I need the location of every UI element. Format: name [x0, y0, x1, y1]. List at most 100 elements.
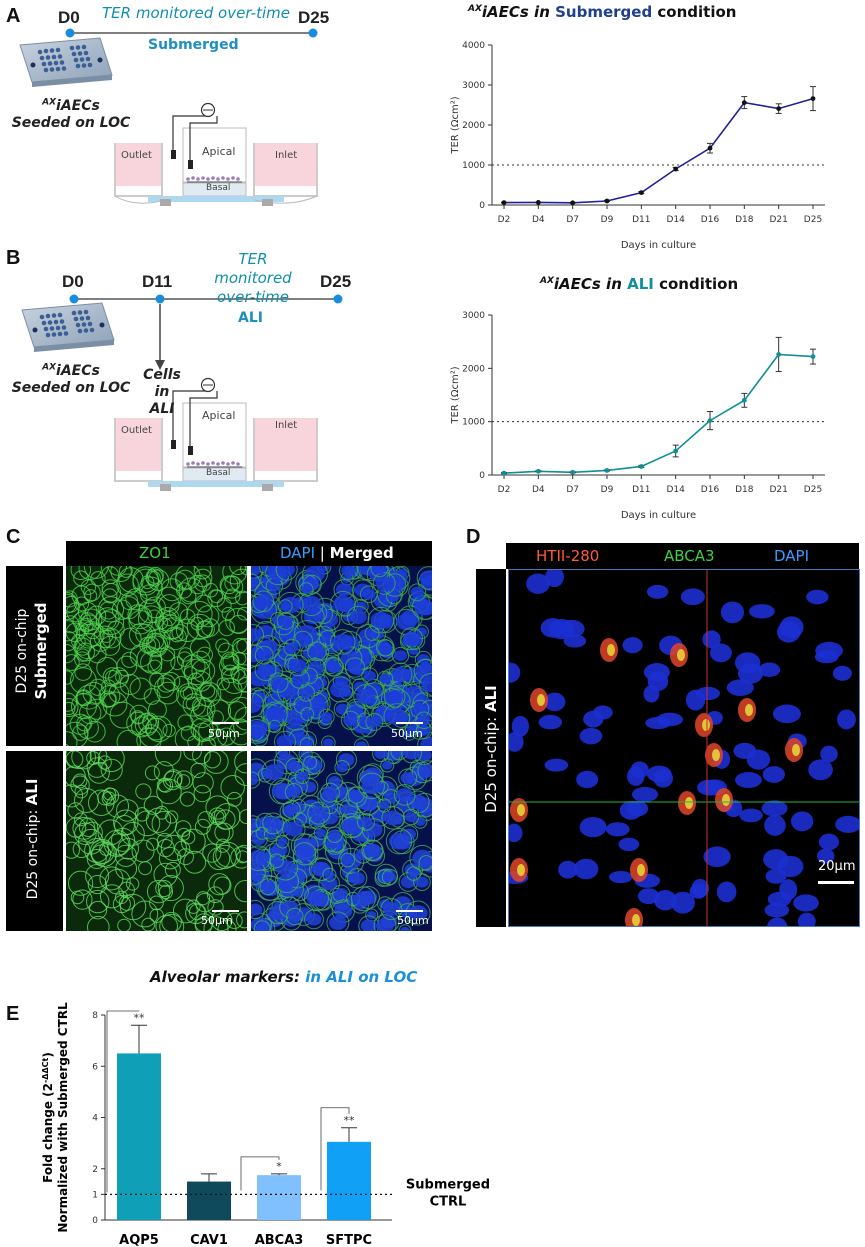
chart-a-point: [570, 200, 576, 206]
chart-a-ytick-label: 0: [479, 201, 485, 211]
chart-b-point: [810, 354, 816, 359]
chart-e-bar: [187, 1181, 231, 1220]
outlet-label: Outlet: [121, 150, 152, 161]
chart-b-point: [638, 464, 644, 469]
chart-b-point: [741, 397, 747, 403]
panel-d-side-header: D25 on-chip: ALI: [476, 569, 506, 927]
chart-a-point: [535, 200, 541, 205]
panel-c-header: ZO1 DAPI | Merged: [66, 541, 432, 566]
chart-e-ylabel-line1: Fold change (2-ΔΔCt): [41, 1052, 55, 1183]
scale-label-c3: 50µm: [201, 914, 233, 927]
chart-a-ter-submerged: 0 1000 2000 3000 4000 D2 D4 D7 D9 D11 D14 D16 D18 D21…: [450, 41, 825, 251]
chart-e-reference-label: CTRL: [430, 1194, 467, 1209]
chart-e-ytick-label: 0: [92, 1216, 98, 1226]
d0-label: D0: [58, 8, 80, 27]
chart-e-significance-bracket: [106, 1010, 140, 1193]
abca3-label: ABCA3: [664, 547, 715, 565]
chart-e-title-highlight: in ALI on LOC: [305, 968, 418, 986]
htii-abca3-dapi-image: [508, 569, 860, 927]
chart-a-xlabel: Days in culture: [621, 240, 696, 251]
scale-bar-c3: [212, 910, 239, 912]
scale-label-c1: 50µm: [208, 727, 240, 740]
htii-280-label: HTII-280: [536, 547, 600, 565]
chart-e-xtick-label: ABCA3: [255, 1233, 304, 1247]
chart-b-xtick-label: D16: [701, 485, 720, 495]
chart-e-title: Alveolar markers: in ALI on LOC: [150, 968, 418, 986]
scale-label-c4: 50µm: [397, 914, 429, 927]
chart-b-ter-ali: 0 1000 2000 3000 D2 D4 D7 D9 D11 D14 D16 D18 D21 D25 T…: [450, 311, 825, 521]
dapi-merged-label: DAPI | Merged: [280, 544, 394, 562]
chart-a-ytick-label: 4000: [462, 41, 485, 51]
chart-e-xtick-label: AQP5: [119, 1233, 159, 1247]
chart-e-ytick-label: 8: [92, 1011, 98, 1021]
panel-label-c: C: [6, 526, 21, 548]
panel-c-row2-header: D25 on-chip: ALI: [6, 751, 63, 931]
b-inlet-label: Inlet: [275, 420, 298, 431]
b-outlet-label: Outlet: [121, 425, 152, 436]
chart-a-xtick-label: D21: [769, 215, 787, 225]
panel-d-header: HTII-280 ABCA3 DAPI: [506, 543, 859, 569]
panel-label-e: E: [6, 1003, 20, 1025]
chart-a-point: [604, 198, 610, 204]
chart-a-xtick-label: D2: [498, 215, 511, 225]
chart-e-bar: [327, 1141, 371, 1220]
chip-cross-section-b: [114, 377, 318, 491]
merged-ali-image: [251, 751, 432, 931]
scale-bar-c2: [396, 722, 423, 724]
b-cells-ali-label: Cells in ALI: [143, 367, 181, 417]
condition-label: Submerged: [148, 37, 239, 53]
chart-a-xtick-label: D11: [632, 215, 650, 225]
chart-b-ytick-label: 0: [479, 471, 485, 481]
chart-e-alveolar-markers: 0 1 2 4 6 8 AQP5 ** CAV1 ABCA3 * SFTPC ** Submerged CT…: [41, 1002, 490, 1247]
loc-plate-icon: [19, 37, 113, 87]
chart-a-ytick-label: 2000: [462, 121, 485, 131]
chart-b-xtick-label: D7: [566, 485, 579, 495]
chart-a-point: [673, 166, 679, 172]
chart-b-title: AXiAECs in ALI condition: [540, 275, 739, 293]
apical-label: Apical: [202, 145, 236, 158]
chart-e-ytick-label: 2: [92, 1165, 98, 1175]
chart-a-title: AXiAECs in Submerged condition: [468, 3, 737, 21]
zo1-ali-image: [66, 751, 247, 931]
chart-a-xtick-label: D4: [532, 215, 545, 225]
b-basal-label: Basal: [206, 468, 231, 478]
basal-label: Basal: [206, 183, 231, 193]
chart-b-xtick-label: D25: [804, 485, 822, 495]
chart-b-ytick-label: 3000: [462, 311, 485, 321]
scale-bar-d: [818, 881, 854, 884]
chart-b-point: [535, 468, 541, 474]
panel-label-d: D: [466, 526, 481, 548]
panel-label-a: A: [6, 5, 21, 27]
chart-b-xlabel: Days in culture: [621, 510, 696, 521]
panel-c-row1-header: D25 on-chip Submerged: [6, 566, 63, 746]
chart-e-bar: [117, 1053, 161, 1220]
chart-b-xtick-label: D4: [532, 485, 545, 495]
chart-a-ylabel: TER (Ωcm²): [450, 96, 461, 154]
chart-b-xtick-label: D9: [601, 485, 614, 495]
b-d0-label: D0: [62, 272, 84, 291]
chart-e-ytick-label: 4: [92, 1114, 98, 1124]
chart-b-series-line: [503, 353, 814, 474]
dapi-label-d: DAPI: [774, 547, 810, 565]
chart-e-ylabel-line2: Normalized with Submerged CTRL: [56, 1002, 70, 1233]
chart-e-significance-bracket: [320, 1107, 350, 1191]
chart-e-ytick-label: 1: [92, 1190, 98, 1200]
chart-a-point: [776, 106, 782, 111]
b-ter-monitored-label: TER monitored over-time: [214, 250, 292, 306]
chart-b-point: [707, 418, 713, 423]
inlet-label: Inlet: [275, 150, 298, 161]
chart-e-significance-bracket: [240, 1156, 280, 1191]
chart-e-significance: **: [134, 1011, 146, 1024]
merged-submerged-image: [251, 566, 432, 746]
chart-b-xtick-label: D21: [769, 485, 787, 495]
chart-a-xtick-label: D7: [566, 215, 579, 225]
chart-a-series-line: [503, 97, 814, 204]
chart-e-significance: *: [276, 1160, 282, 1173]
zo1-label: ZO1: [139, 544, 171, 562]
chart-a-xtick-label: D16: [701, 215, 720, 225]
chart-a-point: [638, 190, 644, 196]
schematic-b: [21, 294, 343, 491]
chart-b-xtick-label: D14: [666, 485, 685, 495]
b-d11-label: D11: [142, 272, 173, 291]
chart-b-ytick-label: 2000: [462, 364, 485, 374]
